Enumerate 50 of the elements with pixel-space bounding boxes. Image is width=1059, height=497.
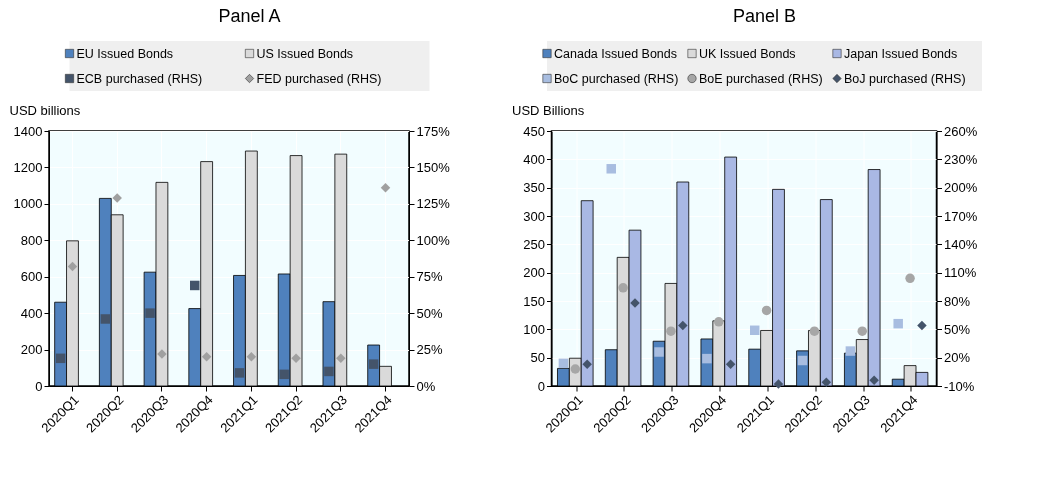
y-tick-label: 200	[523, 265, 545, 281]
y-tick-label: 400	[523, 151, 545, 167]
y2-tick-label: 170%	[944, 208, 978, 224]
y-tick-label: 450	[523, 123, 545, 139]
y2-tick-label: 260%	[944, 123, 978, 139]
legend-label: Japan Issued Bonds	[844, 46, 958, 61]
legend-label: Canada Issued Bonds	[554, 46, 678, 61]
y2-tick-label: 100%	[416, 232, 451, 248]
y-tick-label: 350	[523, 180, 545, 196]
y-tick-label: 150	[523, 293, 545, 309]
y-tick-label: 100	[523, 321, 545, 337]
y2-tick-label: 125%	[416, 196, 451, 212]
y-tick-label: 400	[20, 305, 43, 321]
legend-label: FED purchased (RHS)	[256, 71, 382, 86]
y2-tick-label: 80%	[944, 293, 971, 309]
y2-tick-label: 110%	[944, 265, 977, 281]
chart-title: Panel B	[732, 6, 797, 26]
legend-label: US Issued Bonds	[256, 46, 354, 61]
y2-tick-label: 20%	[944, 350, 971, 366]
y2-tick-label: 140%	[944, 236, 978, 252]
y-axis-title: USD Billions	[512, 102, 585, 118]
y2-tick-label: 50%	[944, 321, 971, 337]
y2-tick-label: 230%	[944, 151, 978, 167]
chart-title: Panel A	[218, 6, 281, 26]
y-tick-label: 1200	[13, 159, 43, 175]
y2-tick-label: -10%	[944, 378, 975, 394]
y2-tick-label: 150%	[416, 159, 451, 175]
y2-tick-label: 75%	[416, 269, 443, 285]
y-axis-title: USD billions	[9, 102, 81, 118]
y-tick-label: 300	[523, 208, 545, 224]
legend-label: BoC purchased (RHS)	[554, 71, 679, 86]
y-tick-label: 50	[530, 350, 545, 366]
y-tick-label: 1000	[13, 196, 43, 212]
y-tick-label: 600	[20, 269, 43, 285]
y-tick-label: 1400	[13, 123, 43, 139]
legend-label: BoJ purchased (RHS)	[844, 71, 966, 86]
y-tick-label: 800	[20, 232, 43, 248]
legend-label: ECB purchased (RHS)	[76, 71, 203, 86]
y2-tick-label: 0%	[416, 378, 436, 394]
y2-tick-label: 175%	[416, 123, 451, 139]
y-tick-label: 250	[523, 236, 545, 252]
y2-tick-label: 25%	[416, 342, 443, 358]
legend-label: BoE purchased (RHS)	[699, 71, 823, 86]
y2-tick-label: 50%	[416, 305, 443, 321]
y2-tick-label: 200%	[944, 180, 978, 196]
y-tick-label: 0	[537, 378, 545, 394]
legend-label: EU Issued Bonds	[76, 46, 174, 61]
y-tick-label: 0	[35, 378, 43, 394]
legend-label: UK Issued Bonds	[699, 46, 796, 61]
y-tick-label: 200	[20, 342, 43, 358]
